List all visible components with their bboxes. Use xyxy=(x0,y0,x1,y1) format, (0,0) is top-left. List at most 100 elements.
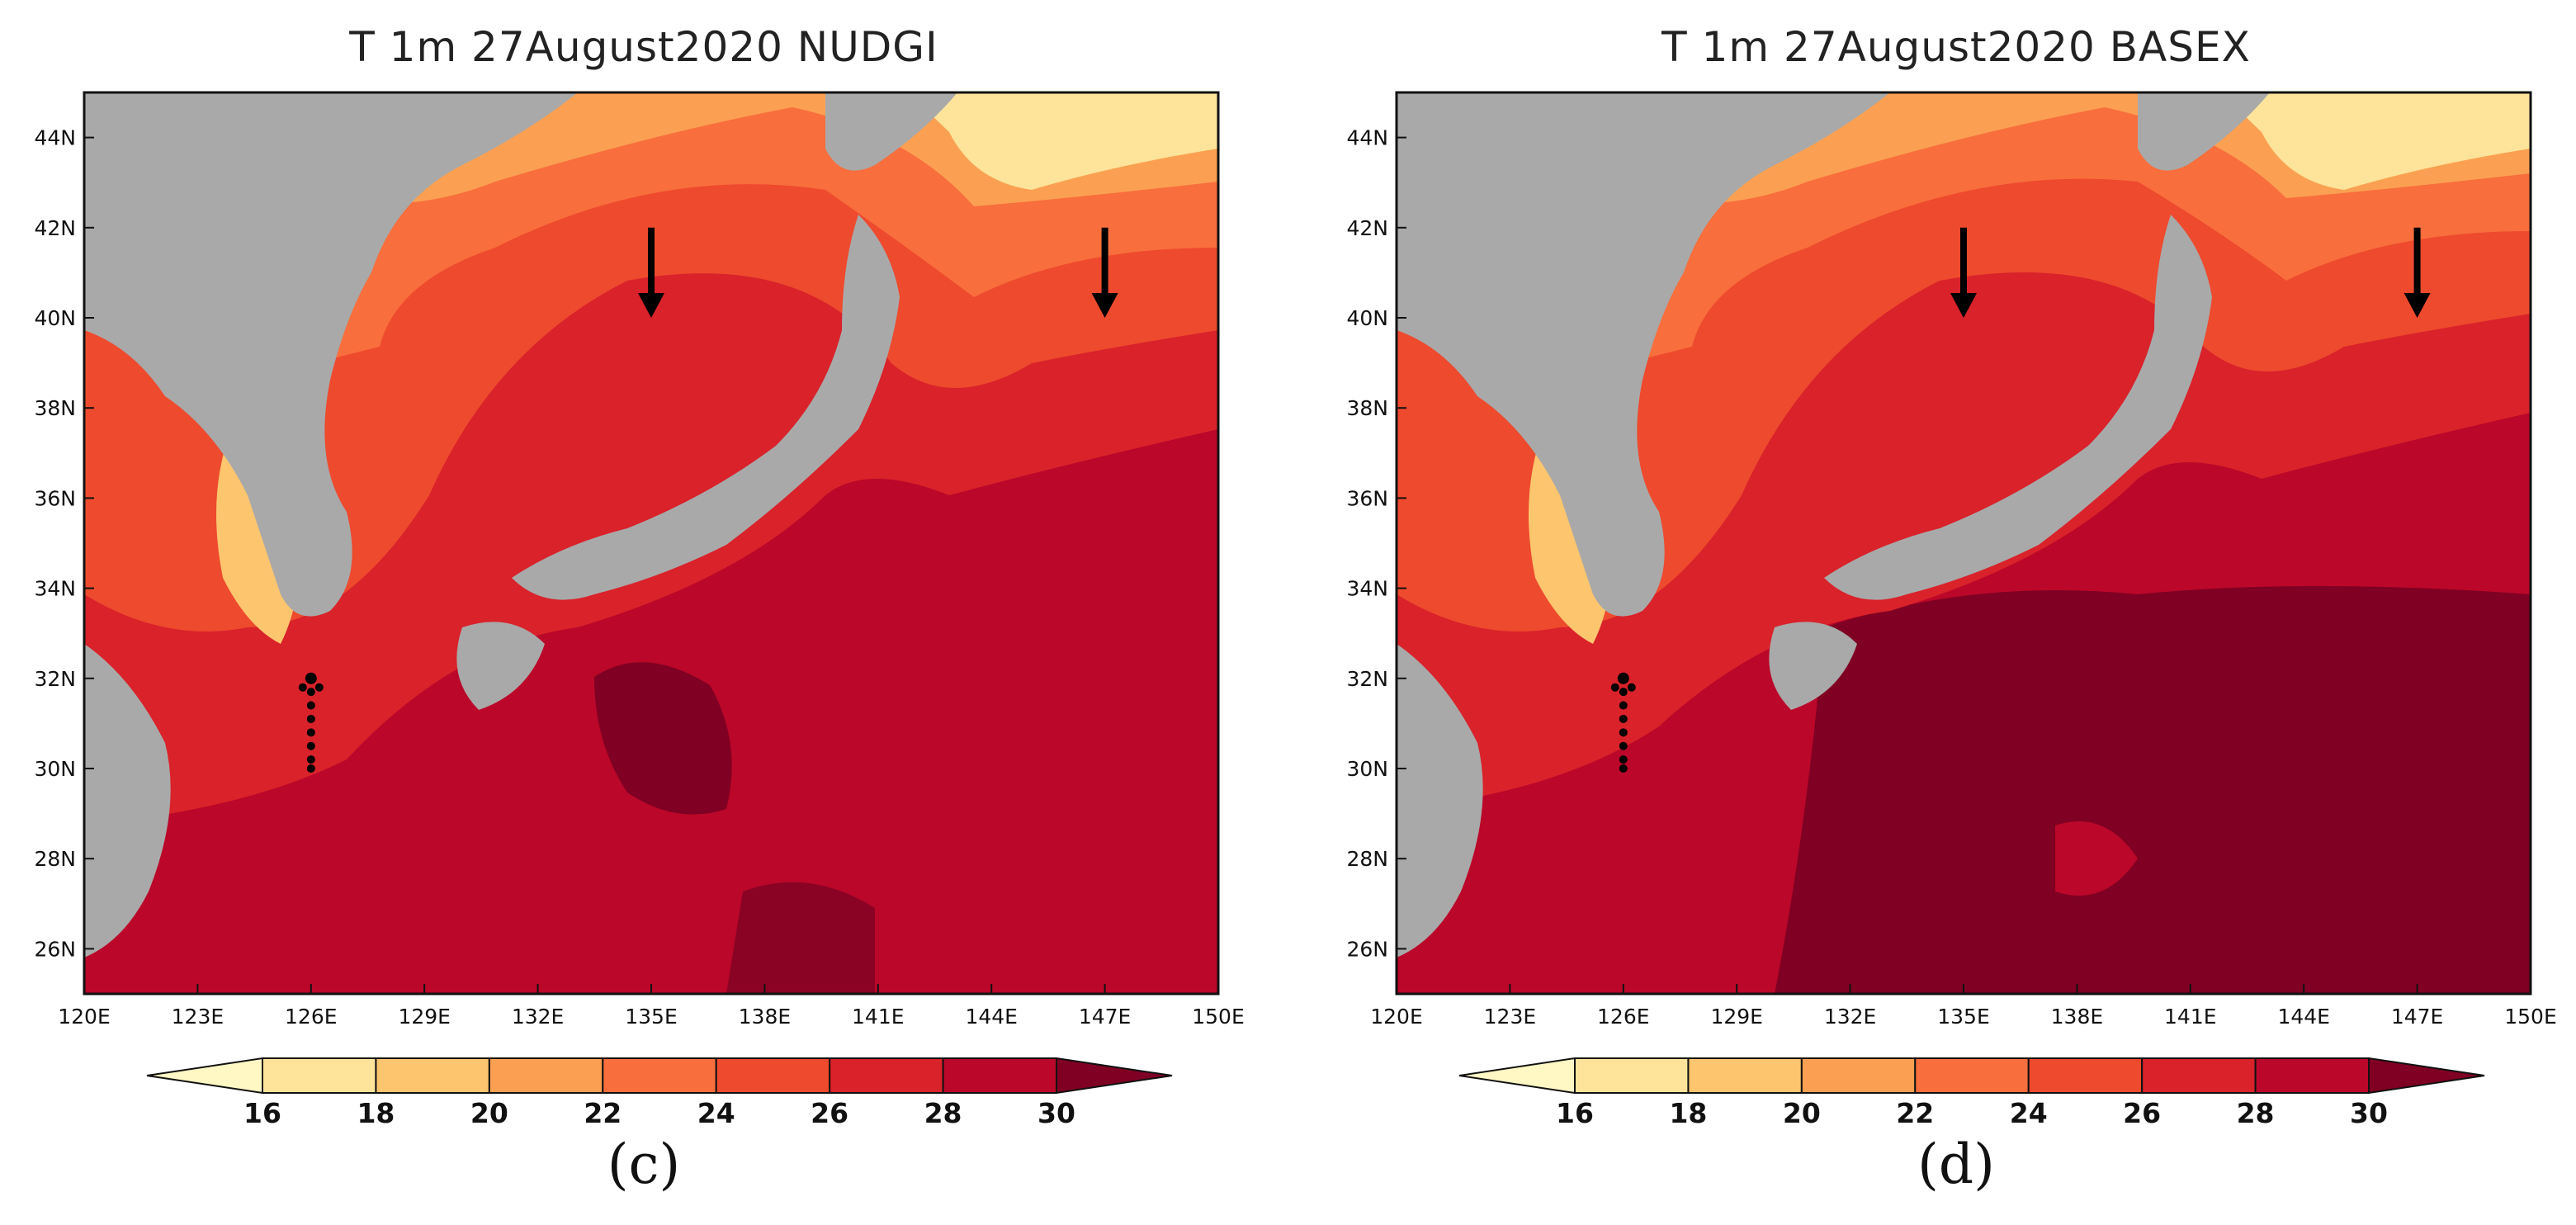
colorbar-bin xyxy=(488,1057,604,1094)
station-dot xyxy=(1617,672,1629,684)
lat-tick-label: 38N xyxy=(1346,396,1388,420)
lon-tick-label: 144E xyxy=(2277,1005,2330,1029)
lon-tick-label: 147E xyxy=(2391,1005,2444,1029)
colorbar-label: 16 xyxy=(243,1097,281,1129)
land-kyushu xyxy=(1769,622,1857,710)
land-china-coast xyxy=(1397,644,1483,958)
colorbar-bin xyxy=(2254,1057,2370,1094)
lat-tick-label: 26N xyxy=(34,937,76,961)
lon-tick-label: 123E xyxy=(172,1005,225,1029)
lon-tick-label: 138E xyxy=(739,1005,792,1029)
colorbar-low-triangle xyxy=(1458,1057,1576,1095)
colorbar-bin xyxy=(602,1057,717,1094)
sst-band-18 xyxy=(908,92,1218,190)
station-dot xyxy=(1619,755,1628,764)
colorbar-low-triangle xyxy=(146,1057,263,1095)
lon-tick-label: 129E xyxy=(398,1005,451,1029)
colorbar-bin xyxy=(1800,1057,1917,1094)
colorbar-bin xyxy=(942,1057,1057,1094)
land-china-coast xyxy=(84,644,171,958)
lat-tick-label: 36N xyxy=(34,486,76,510)
lon-tick-label: 132E xyxy=(512,1005,565,1029)
station-dot xyxy=(306,764,315,773)
arrows xyxy=(1950,227,2431,318)
colorbar-label: 30 xyxy=(2350,1097,2388,1129)
lat-tick-label: 28N xyxy=(1346,847,1388,871)
colorbar-label: 22 xyxy=(1896,1097,1934,1129)
panel-title: T 1m 27August2020 BASEX xyxy=(1661,23,2251,71)
station-dot xyxy=(1610,683,1619,692)
lon-tick-label: 126E xyxy=(285,1005,338,1029)
yellow-sea-cool xyxy=(1529,429,1612,644)
colorbar-label: 24 xyxy=(697,1097,735,1129)
lat-axis: 44N 42N 40N 38N 36N 34N 32N 30N 28N 26N xyxy=(34,126,94,961)
lat-tick-label: 44N xyxy=(1346,126,1388,150)
colorbar-label: 26 xyxy=(811,1097,848,1129)
colorbar-label: 20 xyxy=(1783,1097,1821,1129)
arrow-head xyxy=(1091,293,1118,318)
colorbar-label: 16 xyxy=(1556,1097,1594,1129)
colorbar-bin xyxy=(375,1057,490,1094)
station-dot xyxy=(306,714,315,723)
colorbar-label: 24 xyxy=(2010,1097,2048,1129)
station-dot xyxy=(1619,728,1628,737)
station-dot xyxy=(1619,701,1628,710)
warm-patch xyxy=(594,662,732,815)
lon-tick-label: 135E xyxy=(625,1005,678,1029)
station-dot xyxy=(306,701,315,710)
colorbar-label: 18 xyxy=(357,1097,395,1129)
station-dot xyxy=(298,683,307,692)
colorbar: 16 18 20 22 24 26 28 30 xyxy=(146,1057,1173,1129)
lat-tick-label: 32N xyxy=(1346,667,1388,691)
colorbar-label: 26 xyxy=(2123,1097,2161,1129)
lat-tick-label: 28N xyxy=(34,847,76,871)
arrow-head xyxy=(1950,293,1977,318)
lon-tick-label: 141E xyxy=(2164,1005,2217,1029)
lat-tick-label: 30N xyxy=(34,757,76,781)
station-dot xyxy=(1619,688,1628,697)
station-dots xyxy=(298,672,324,773)
colorbar: 16 18 20 22 24 26 28 30 xyxy=(1458,1057,2485,1129)
colorbar-label: 28 xyxy=(924,1097,962,1129)
lat-tick-label: 40N xyxy=(34,306,76,330)
arrow-head xyxy=(2403,293,2431,318)
station-dot xyxy=(306,688,315,697)
colorbar-bin xyxy=(1914,1057,2030,1094)
panel-d: T 1m 27August2020 BASEX 44N 42N 40N 38N 36N 3… xyxy=(1312,0,2576,1225)
lat-axis: 44N 42N 40N 38N 36N 34N 32N 30N 28N 26N xyxy=(1346,126,1406,961)
land-kyushu xyxy=(456,622,545,710)
lon-tick-label: 120E xyxy=(1370,1005,1423,1029)
land-japan xyxy=(1824,215,2212,600)
colorbar-bin xyxy=(2141,1057,2257,1094)
lon-axis: 120E 123E 126E 129E 132E 135E 138E 141E 144E 147E… xyxy=(58,984,1245,1029)
lat-tick-label: 36N xyxy=(1346,486,1388,510)
yellow-sea-cool xyxy=(216,429,300,644)
colorbar-label: 18 xyxy=(1669,1097,1707,1129)
colorbar-high-triangle xyxy=(2368,1057,2485,1095)
arrow-head xyxy=(638,293,664,318)
station-dot xyxy=(1619,714,1628,723)
station-dots xyxy=(1610,672,1636,773)
station-dot xyxy=(314,683,324,692)
lon-axis: 120E 123E 126E 129E 132E 135E 138E 141E 144E 147E… xyxy=(1370,984,2557,1029)
colorbar-bin xyxy=(829,1057,944,1094)
colorbar-label: 30 xyxy=(1037,1097,1075,1129)
colorbar-bin xyxy=(1687,1057,1803,1094)
land-hokkaido xyxy=(825,92,957,171)
cool-spot xyxy=(2055,821,2138,896)
lon-tick-label: 135E xyxy=(1937,1005,1990,1029)
lon-tick-label: 144E xyxy=(965,1005,1018,1029)
panel-label: (c) xyxy=(607,1133,681,1196)
lon-tick-label: 141E xyxy=(852,1005,905,1029)
lat-tick-label: 42N xyxy=(34,216,76,240)
lat-tick-label: 44N xyxy=(34,126,76,150)
lon-tick-label: 120E xyxy=(58,1005,111,1029)
lat-tick-label: 26N xyxy=(1346,937,1388,961)
station-dot xyxy=(306,741,315,750)
map-field xyxy=(84,92,1218,994)
panel-c: T 1m 27August2020 NUDGI 44N 42N 40N 38 xyxy=(34,23,1245,1196)
lat-tick-label: 42N xyxy=(1346,216,1388,240)
station-dot xyxy=(306,728,315,737)
colorbar-label: 28 xyxy=(2237,1097,2275,1129)
land-korea-china xyxy=(1397,92,1890,617)
